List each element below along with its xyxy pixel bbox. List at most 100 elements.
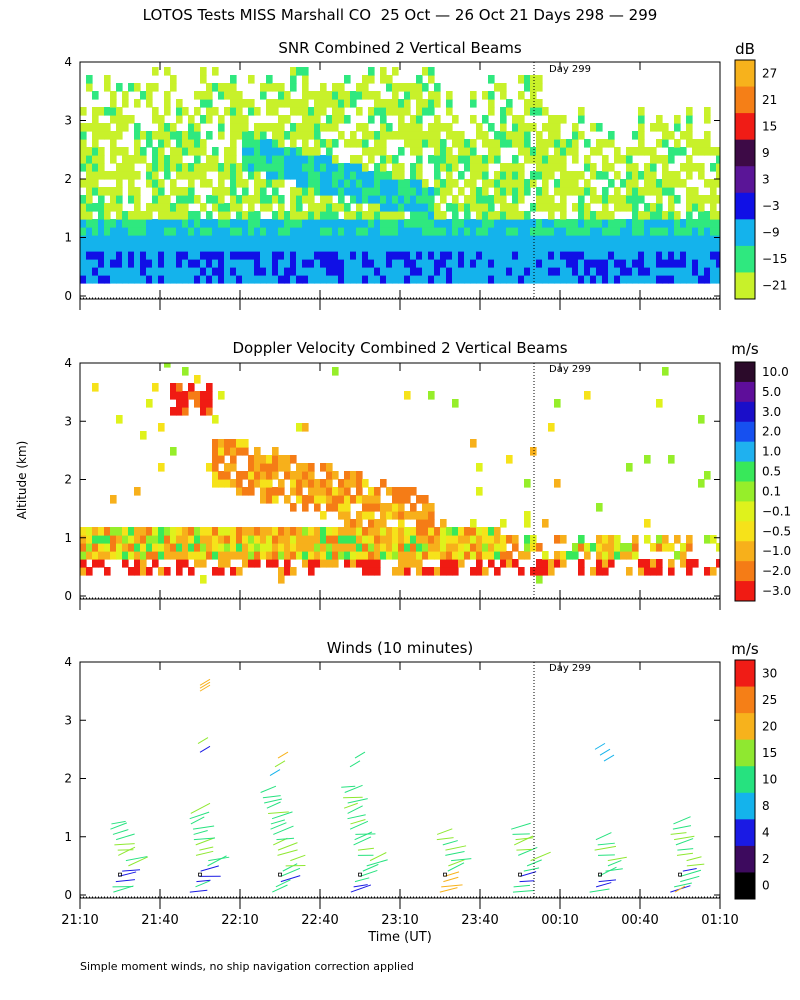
snr-cell xyxy=(572,147,579,156)
snr-cell xyxy=(488,91,495,100)
velocity-cell xyxy=(596,543,603,552)
snr-cell xyxy=(524,75,531,84)
velocity-cell xyxy=(350,471,357,480)
snr-cell xyxy=(482,227,489,236)
snr-cell xyxy=(80,179,87,188)
snr-cell xyxy=(182,195,189,204)
snr-cell xyxy=(656,211,663,220)
snr-cell xyxy=(530,275,537,284)
snr-cell xyxy=(182,227,189,236)
snr-cell xyxy=(164,211,171,220)
snr-cell xyxy=(110,259,117,268)
snr-cell xyxy=(416,211,423,220)
velocity-cell xyxy=(326,479,333,488)
snr-cell xyxy=(188,259,195,268)
snr-cell xyxy=(266,227,273,236)
snr-cell xyxy=(404,219,411,228)
snr-cell xyxy=(560,139,567,148)
snr-cell xyxy=(422,179,429,188)
velocity-cell xyxy=(458,535,465,544)
snr-cell xyxy=(596,147,603,156)
velocity-cell xyxy=(332,471,339,480)
snr-cell xyxy=(236,171,243,180)
snr-cell xyxy=(416,267,423,276)
snr-cell xyxy=(296,203,303,212)
velocity-cell xyxy=(374,495,381,504)
snr-cell xyxy=(494,211,501,220)
snr-cell xyxy=(188,243,195,252)
velocity-cell xyxy=(602,551,609,560)
snr-cell xyxy=(392,235,399,244)
snr-cell xyxy=(212,259,219,268)
snr-cell xyxy=(188,147,195,156)
velocity-cell xyxy=(290,471,297,480)
snr-cell xyxy=(422,131,429,140)
snr-cell xyxy=(218,115,225,124)
snr-cell xyxy=(218,179,225,188)
snr-cell xyxy=(134,243,141,252)
snr-cell xyxy=(308,171,315,180)
snr-cell xyxy=(434,139,441,148)
snr-cell xyxy=(662,227,669,236)
snr-cell xyxy=(392,227,399,236)
snr-cell xyxy=(644,211,651,220)
snr-cell xyxy=(206,83,213,92)
snr-cell xyxy=(704,251,711,260)
velocity-cell xyxy=(158,535,165,544)
snr-cell xyxy=(632,219,639,228)
snr-cell xyxy=(110,171,117,180)
snr-cell xyxy=(614,251,621,260)
snr-cell xyxy=(296,123,303,132)
velocity-cell xyxy=(704,567,711,576)
snr-cell xyxy=(572,219,579,228)
snr-cell xyxy=(464,259,471,268)
snr-cell xyxy=(410,251,417,260)
velocity-cell xyxy=(338,535,345,544)
snr-cell xyxy=(554,275,561,284)
velocity-cell xyxy=(380,479,387,488)
snr-cell xyxy=(380,219,387,228)
velocity-cell xyxy=(350,479,357,488)
snr-cell xyxy=(338,203,345,212)
snr-cell xyxy=(326,99,333,108)
snr-cell xyxy=(698,203,705,212)
snr-cell xyxy=(284,227,291,236)
snr-cell xyxy=(134,219,141,228)
snr-cell xyxy=(200,147,207,156)
velocity-cell xyxy=(368,551,375,560)
snr-cell xyxy=(488,99,495,108)
velocity-cell xyxy=(92,551,99,560)
snr-cell xyxy=(338,107,345,116)
snr-cell xyxy=(590,235,597,244)
snr-cell xyxy=(410,91,417,100)
colorbar-swatch xyxy=(735,713,755,741)
snr-cell xyxy=(128,251,135,260)
snr-cell xyxy=(164,91,171,100)
day-marker-label: Day 299 xyxy=(549,663,591,674)
velocity-cell xyxy=(218,527,225,536)
snr-cell xyxy=(686,203,693,212)
snr-cell xyxy=(584,155,591,164)
velocity-cell xyxy=(368,559,375,568)
snr-cell xyxy=(218,243,225,252)
snr-cell xyxy=(278,251,285,260)
snr-cell xyxy=(686,275,693,284)
snr-cell xyxy=(398,171,405,180)
velocity-cell xyxy=(656,567,663,576)
velocity-cell xyxy=(374,567,381,576)
velocity-cell xyxy=(200,391,207,400)
snr-cell xyxy=(530,147,537,156)
colorbar-tick-label: −0.5 xyxy=(762,524,791,538)
snr-cell xyxy=(416,243,423,252)
velocity-cell xyxy=(86,527,93,536)
snr-cell xyxy=(302,243,309,252)
velocity-heatmap xyxy=(80,363,720,584)
velocity-cell xyxy=(134,567,141,576)
snr-cell xyxy=(362,195,369,204)
y-tick-label: 3 xyxy=(64,414,72,428)
snr-cell xyxy=(668,267,675,276)
snr-cell xyxy=(116,195,123,204)
velocity-cell xyxy=(242,535,249,544)
snr-cell xyxy=(548,275,555,284)
velocity-cell xyxy=(278,479,285,488)
